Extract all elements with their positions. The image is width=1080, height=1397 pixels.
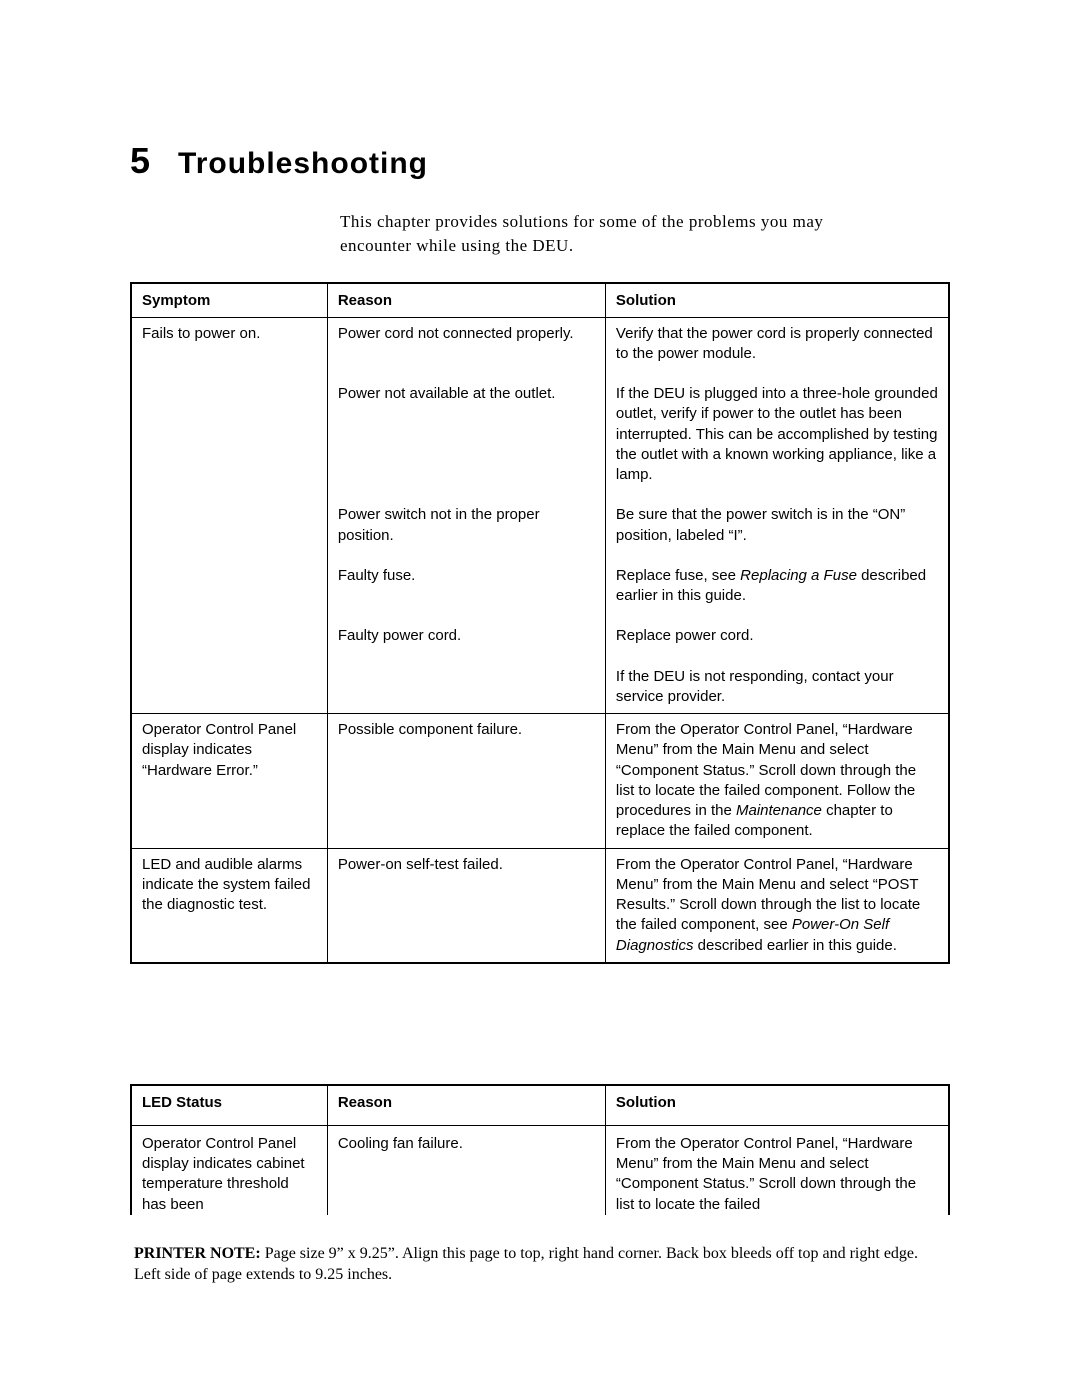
cell-reason: Faulty fuse. — [327, 552, 605, 613]
table-row: Faulty power cord. Replace power cord. — [131, 612, 949, 652]
cell-solution: From the Operator Control Panel, “Hardwa… — [605, 848, 949, 963]
header-symptom: Symptom — [131, 283, 327, 318]
table-row: Operator Control Panel display indicates… — [131, 1125, 949, 1215]
header-solution: Solution — [605, 1085, 949, 1126]
table-header-row: Symptom Reason Solution — [131, 283, 949, 318]
table-row: Power switch not in the proper position.… — [131, 491, 949, 552]
header-reason: Reason — [327, 283, 605, 318]
table-row: Faulty fuse. Replace fuse, see Replacing… — [131, 552, 949, 613]
italic-text: Maintenance — [736, 802, 822, 819]
cell-symptom: LED and audible alarms indicate the syst… — [131, 848, 327, 963]
chapter-number: 5 — [130, 140, 150, 182]
cell-symptom: Operator Control Panel display indicates… — [131, 1125, 327, 1215]
table-row: Operator Control Panel display indicates… — [131, 714, 949, 849]
cell-solution: Verify that the power cord is properly c… — [605, 317, 949, 370]
text: Replace fuse, see — [616, 567, 740, 584]
chapter-header: 5 Troubleshooting — [130, 140, 950, 182]
cell-empty — [327, 653, 605, 714]
printer-note-label: PRINTER NOTE: — [134, 1245, 261, 1262]
italic-text: Replacing a Fuse — [740, 567, 857, 584]
cell-reason: Power cord not connected properly. — [327, 317, 605, 370]
header-led-status: LED Status — [131, 1085, 327, 1126]
cell-reason: Power not available at the outlet. — [327, 370, 605, 491]
cell-reason: Possible component failure. — [327, 714, 605, 849]
cell-empty — [131, 653, 327, 714]
cell-empty — [131, 552, 327, 613]
printer-note: PRINTER NOTE: Page size 9” x 9.25”. Alig… — [130, 1243, 950, 1286]
table-row: Power not available at the outlet. If th… — [131, 370, 949, 491]
table-row: Fails to power on. Power cord not connec… — [131, 317, 949, 370]
intro-text: This chapter provides solutions for some… — [340, 210, 840, 258]
cell-empty — [131, 612, 327, 652]
cell-symptom: Operator Control Panel display indicates… — [131, 714, 327, 849]
cell-solution: From the Operator Control Panel, “Hardwa… — [605, 714, 949, 849]
page: 5 Troubleshooting This chapter provides … — [0, 0, 1080, 1326]
cell-empty — [131, 370, 327, 491]
troubleshooting-table: Symptom Reason Solution Fails to power o… — [130, 282, 950, 964]
cell-reason: Faulty power cord. — [327, 612, 605, 652]
header-reason: Reason — [327, 1085, 605, 1126]
table-row: If the DEU is not responding, contact yo… — [131, 653, 949, 714]
cell-solution: If the DEU is not responding, contact yo… — [605, 653, 949, 714]
table-row: LED and audible alarms indicate the syst… — [131, 848, 949, 963]
cell-solution: Be sure that the power switch is in the … — [605, 491, 949, 552]
cell-empty — [131, 491, 327, 552]
cell-solution: From the Operator Control Panel, “Hardwa… — [605, 1125, 949, 1215]
text: described earlier in this guide. — [693, 937, 896, 954]
header-solution: Solution — [605, 283, 949, 318]
cell-reason: Power-on self-test failed. — [327, 848, 605, 963]
chapter-title: Troubleshooting — [178, 147, 428, 181]
cell-symptom: Fails to power on. — [131, 317, 327, 370]
cell-reason: Power switch not in the proper position. — [327, 491, 605, 552]
cell-solution: Replace power cord. — [605, 612, 949, 652]
cell-reason: Cooling fan failure. — [327, 1125, 605, 1215]
table-header-row: LED Status Reason Solution — [131, 1085, 949, 1126]
cell-solution: Replace fuse, see Replacing a Fuse descr… — [605, 552, 949, 613]
led-status-table: LED Status Reason Solution Operator Cont… — [130, 1084, 950, 1215]
cell-solution: If the DEU is plugged into a three-hole … — [605, 370, 949, 491]
